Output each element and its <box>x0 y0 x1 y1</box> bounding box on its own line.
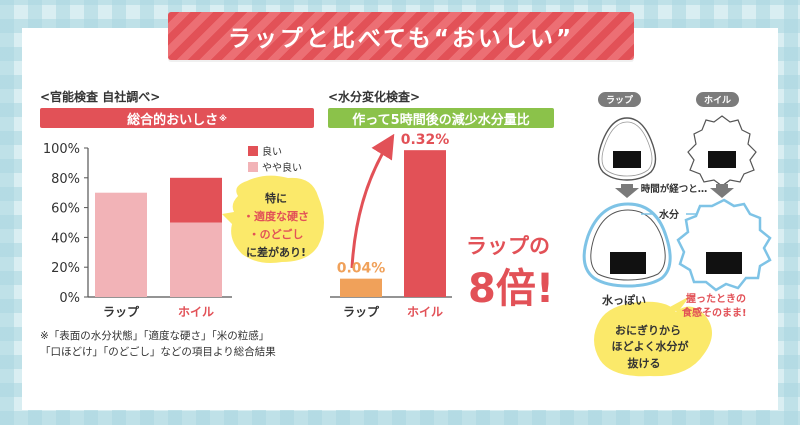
legend-swatch <box>248 162 258 172</box>
foil-onigiri-after <box>676 198 772 292</box>
taste-chart-title-text: 総合的おいしさ <box>127 112 219 128</box>
title-banner: ラップと比べても“おいしい” <box>168 12 634 60</box>
foil-result-caption-2: 食感そのまま! <box>682 308 747 319</box>
y-tick-label: 0% <box>59 291 80 306</box>
bubble-line-1: 特に <box>265 191 287 205</box>
x-tick-label: ラップ <box>343 304 380 319</box>
bubble-tail <box>668 296 690 312</box>
increase-arrow <box>350 133 395 269</box>
tag-wrap: ラップ <box>598 92 642 107</box>
down-arrow-icon <box>615 184 639 198</box>
bar-segment-良い <box>170 177 222 223</box>
footnote-line-2: 「口ほどけ」「のどごし」などの項目より総合結果 <box>40 346 276 358</box>
legend-label: 良い <box>262 145 282 158</box>
moisture-chart-title-text: 作って5時間後の減少水分量比 <box>352 112 530 128</box>
bubble-text-3: 抜ける <box>628 356 661 370</box>
callout-eight-times: 8倍! <box>468 266 555 312</box>
wrap-film-outline <box>590 209 666 281</box>
x-tick-label: ラップ <box>103 304 140 319</box>
footnote-line-1: ※「表面の水分状態」「適度な硬さ」「米の粒感」 <box>40 330 270 342</box>
moisture-bar <box>340 278 382 297</box>
tag-foil: ホイル <box>696 92 740 107</box>
bubble-text-1: おにぎりから <box>615 323 681 337</box>
y-tick-label: 100% <box>43 142 80 157</box>
sensory-test-label: <官能検査 自社調べ> <box>40 90 161 104</box>
bar-segment-やや良い <box>170 222 222 297</box>
moisture-bar <box>404 150 446 297</box>
moisture-chart-title: 作って5時間後の減少水分量比 <box>328 108 554 128</box>
wrap-onigiri-before <box>597 117 657 181</box>
moisture-test-label: <水分変化検査> <box>328 90 421 104</box>
bar-value-label: 0.32% <box>401 132 450 148</box>
x-tick-label: ホイル <box>407 305 443 319</box>
nori-icon <box>610 252 646 274</box>
taste-chart-title: 総合的おいしさ ※ <box>40 108 314 128</box>
taste-speech-bubble <box>222 175 324 263</box>
y-tick-label: 20% <box>51 261 80 276</box>
page-title: ラップと比べても“おいしい” <box>227 26 575 52</box>
nori-icon <box>613 151 641 168</box>
moisture-label: 水分 <box>658 208 679 221</box>
nori-icon <box>708 151 736 168</box>
bubble-line-3: ・のどごし <box>249 227 304 241</box>
bar-value-label: 0.04% <box>337 261 386 277</box>
down-arrow-icon <box>710 184 734 198</box>
y-tick-label: 40% <box>51 231 80 246</box>
y-tick-label: 80% <box>51 172 80 187</box>
y-tick-label: 60% <box>51 202 80 217</box>
bubble-text-2: ほどよく水分が <box>612 339 689 353</box>
wrap-result-caption: 水っぽい <box>602 294 646 307</box>
moisture-speech-bubble <box>594 301 712 377</box>
nori-icon <box>706 252 742 274</box>
wrap-onigiri-after <box>582 202 672 288</box>
bubble-line-2: ・適度な硬さ <box>243 209 309 223</box>
bar-segment-やや良い <box>95 192 147 297</box>
callout-wrap-comparison: ラップの <box>466 234 550 258</box>
wrap-film-outline <box>601 121 653 177</box>
x-tick-label: ホイル <box>178 305 214 319</box>
legend-swatch <box>248 146 258 156</box>
legend-label: やや良い <box>262 161 302 174</box>
taste-chart-title-mark: ※ <box>219 113 227 123</box>
foil-result-caption-1: 握ったときの <box>686 294 746 305</box>
time-passes-label: 時間が経つと… <box>641 183 708 195</box>
bubble-line-4: に差があり! <box>246 245 306 259</box>
